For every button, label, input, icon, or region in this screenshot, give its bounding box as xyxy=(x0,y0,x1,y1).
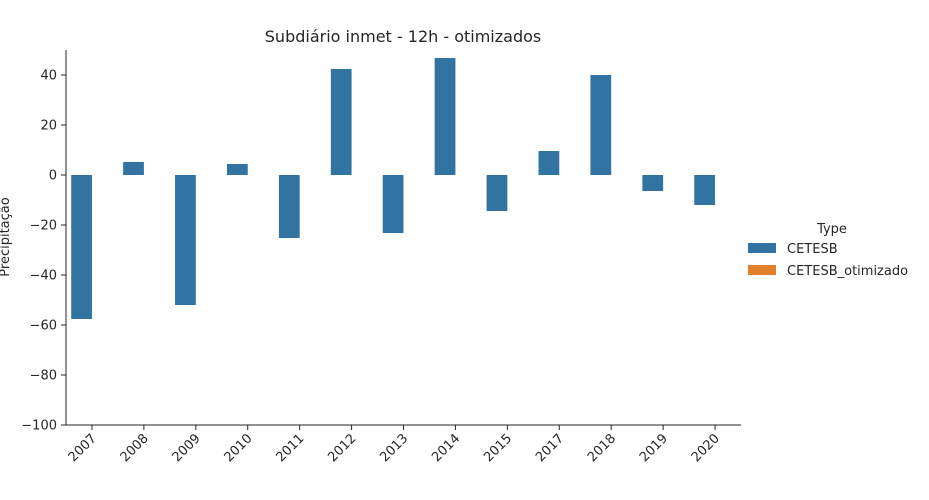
x-tick-label: 2017 xyxy=(533,431,567,465)
legend-swatch-cetesb-otimizado xyxy=(748,265,776,275)
y-tick-label: 0 xyxy=(49,169,57,184)
y-tick-label: −60 xyxy=(30,319,57,334)
y-tick-label: −80 xyxy=(30,369,57,384)
x-tick-label: 2019 xyxy=(637,431,671,465)
bars-group xyxy=(71,58,716,319)
x-tick-label: 2011 xyxy=(273,431,307,465)
bar-cetesb-2012 xyxy=(330,69,352,175)
x-tick-label: 2015 xyxy=(481,431,515,465)
legend-swatch-cetesb xyxy=(748,243,776,253)
bar-cetesb-2007 xyxy=(71,175,92,319)
bar-cetesb-2018 xyxy=(590,75,612,175)
x-tick-label: 2009 xyxy=(170,431,204,465)
y-axis-label: Precipitação xyxy=(0,197,13,276)
legend: Type CETESB CETESB_otimizado xyxy=(748,222,908,279)
bar-cetesb-2020 xyxy=(694,175,716,205)
bar-cetesb-2009 xyxy=(175,175,196,305)
y-tick-label: 20 xyxy=(40,119,57,134)
x-tick-label: 2020 xyxy=(689,431,723,465)
legend-title: Type xyxy=(816,222,847,237)
legend-label-cetesb-otimizado: CETESB_otimizado xyxy=(787,264,908,279)
bar-cetesb-2010 xyxy=(226,164,248,175)
bar-cetesb-2011 xyxy=(278,175,300,238)
y-tick-label: −20 xyxy=(30,219,57,234)
bar-cetesb-2019 xyxy=(642,175,664,191)
x-axis: 2007 2008 2009 2010 2011 2012 2013 2014 2015 2017… xyxy=(66,425,723,465)
y-tick-label: −40 xyxy=(30,269,57,284)
legend-label-cetesb: CETESB xyxy=(787,242,838,257)
x-tick-label: 2010 xyxy=(222,431,256,465)
chart-title: Subdiário inmet - 12h - otimizados xyxy=(265,27,541,46)
x-tick-label: 2008 xyxy=(118,431,152,465)
bar-cetesb-2013 xyxy=(382,175,404,233)
y-axis: 40 20 0 −20 −40 −60 −80 −100 xyxy=(21,69,66,434)
x-tick-label: 2013 xyxy=(377,431,411,465)
bar-cetesb-2015 xyxy=(486,175,508,211)
y-tick-label: 40 xyxy=(40,69,57,84)
x-tick-label: 2007 xyxy=(66,431,100,465)
bar-cetesb-2017 xyxy=(538,151,560,175)
bar-cetesb-2008 xyxy=(123,162,144,175)
x-tick-label: 2018 xyxy=(585,431,619,465)
bar-cetesb-2014 xyxy=(434,58,456,175)
y-tick-label: −100 xyxy=(21,419,57,434)
x-tick-label: 2014 xyxy=(429,431,463,465)
x-tick-label: 2012 xyxy=(325,431,359,465)
